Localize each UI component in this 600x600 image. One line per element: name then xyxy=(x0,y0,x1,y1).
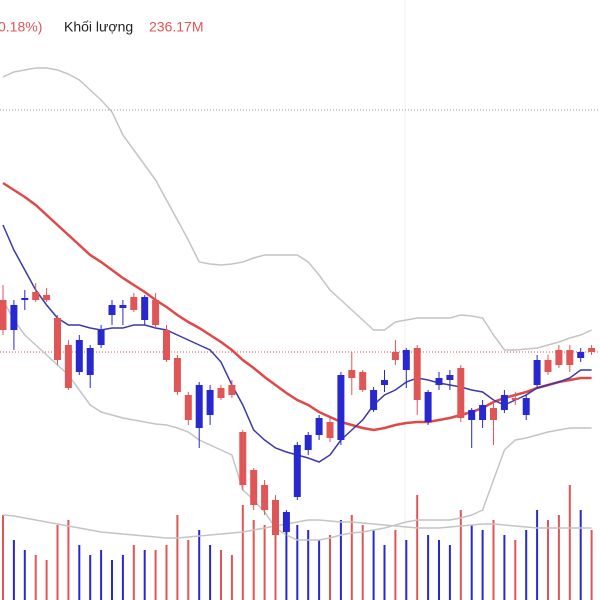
candle-body xyxy=(119,305,127,308)
candle-body xyxy=(337,375,345,440)
candle-body xyxy=(588,348,596,352)
volume-label: Khối lượng xyxy=(64,19,133,35)
candle-body xyxy=(391,352,399,360)
candle-body xyxy=(130,297,138,310)
candle-body xyxy=(10,305,18,330)
candle-body xyxy=(239,432,247,485)
candle-body xyxy=(381,380,388,385)
candle-body xyxy=(282,512,290,532)
volume-value: 236.17M xyxy=(149,19,203,35)
plot xyxy=(0,67,600,600)
candle-body xyxy=(304,435,312,450)
candle-body xyxy=(195,385,203,428)
candle-body xyxy=(152,300,160,325)
candle-body xyxy=(402,350,410,370)
candle-body xyxy=(217,388,225,398)
candle-body xyxy=(293,445,301,497)
candle-body xyxy=(490,408,497,420)
candle-body xyxy=(315,418,323,435)
candle-body xyxy=(511,398,519,400)
candle-body xyxy=(32,292,40,300)
candle-body xyxy=(206,390,214,415)
candle-body xyxy=(326,422,334,438)
candle-body xyxy=(64,345,72,388)
candle-body xyxy=(43,295,51,300)
indicator-line xyxy=(2,299,592,541)
candle-body xyxy=(479,405,487,420)
candle-body xyxy=(250,470,258,505)
indicator-line xyxy=(2,67,592,351)
candle-body xyxy=(413,348,421,400)
candle-body xyxy=(0,300,7,330)
candle-body xyxy=(446,375,454,380)
candle-body xyxy=(566,350,574,365)
candle-body xyxy=(184,395,192,420)
candle-body xyxy=(75,340,83,372)
candle-body xyxy=(544,360,552,372)
candle-body xyxy=(97,330,105,345)
change-text: 0.18%) xyxy=(0,19,42,35)
candle-body xyxy=(424,392,432,422)
candle-body xyxy=(86,348,94,375)
candle-body xyxy=(435,378,443,385)
candle-body xyxy=(163,330,170,360)
candle-body xyxy=(228,385,236,395)
candle-body xyxy=(348,370,356,378)
candle-body xyxy=(21,298,29,300)
candle-body xyxy=(272,500,279,535)
candle-body xyxy=(108,305,116,315)
candle-body xyxy=(500,395,508,410)
candle-body xyxy=(457,368,465,418)
candle-body xyxy=(359,372,367,390)
candle-body xyxy=(370,390,378,410)
candle-body xyxy=(533,360,541,385)
candle-body xyxy=(173,358,181,392)
candle-body xyxy=(141,297,149,320)
candle-body xyxy=(555,350,563,365)
candle-body xyxy=(522,398,530,415)
candle-body xyxy=(261,485,269,510)
candle-body xyxy=(577,352,585,358)
candle-body xyxy=(468,410,476,420)
volume-ma-line xyxy=(2,514,592,539)
candle-body xyxy=(54,318,61,360)
